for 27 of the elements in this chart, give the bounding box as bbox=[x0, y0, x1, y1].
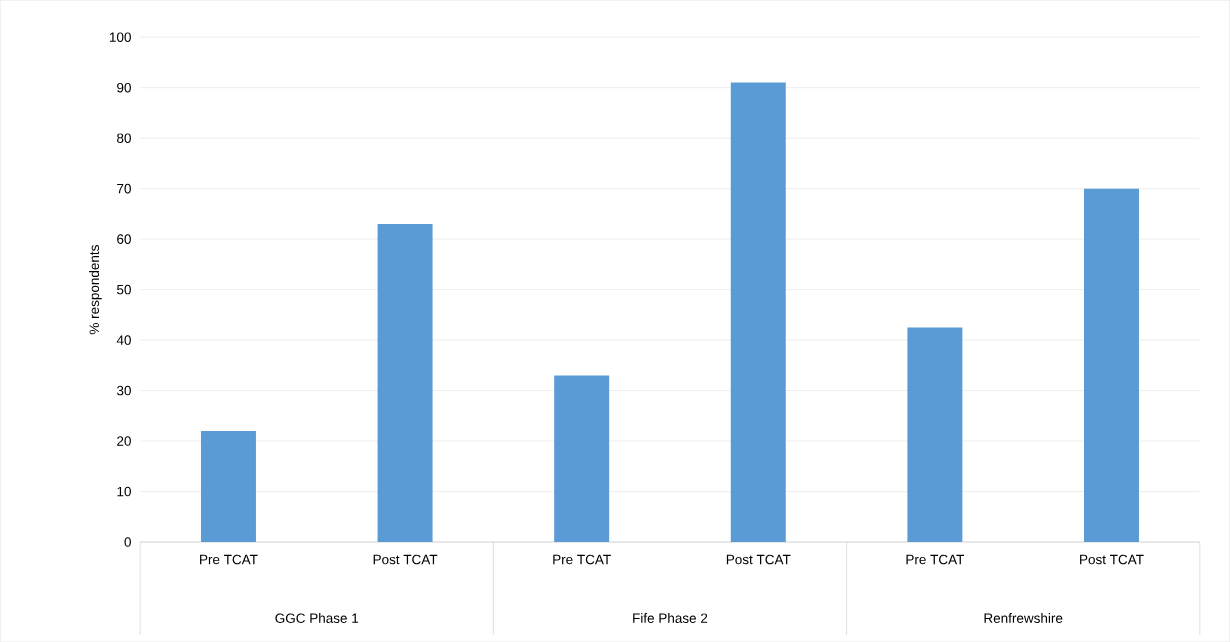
text: Renfrewshire bbox=[984, 612, 1063, 623]
x-tick-label: Post TCAT bbox=[373, 554, 438, 565]
y-tick-label: 80 bbox=[117, 133, 131, 143]
bar bbox=[200, 430, 256, 542]
y-tick-label: 10 bbox=[117, 486, 131, 497]
bar bbox=[554, 375, 610, 542]
bar bbox=[1083, 188, 1139, 542]
bar bbox=[377, 223, 433, 542]
y-tick-label: 0 bbox=[124, 537, 131, 547]
y-tick-label: 70 bbox=[117, 183, 131, 194]
y-axis-title: % respondents bbox=[89, 245, 102, 335]
y-tick-label: 100 bbox=[109, 32, 131, 42]
x-tick-label: Post TCAT bbox=[726, 554, 791, 565]
x-tick-label: Pre TCAT bbox=[553, 554, 611, 565]
bar bbox=[907, 327, 963, 542]
x-tick-label: Pre TCAT bbox=[200, 554, 258, 565]
y-tick-label: 30 bbox=[116, 385, 131, 396]
text: GGC Phase 1 bbox=[275, 612, 359, 623]
y-tick-label: 40 bbox=[116, 335, 131, 345]
y-tick-label: 50 bbox=[117, 284, 131, 295]
x-tick-label: Post TCAT bbox=[1080, 554, 1144, 565]
y-tick-label: 20 bbox=[117, 436, 131, 446]
bar bbox=[730, 82, 786, 542]
y-tick-label: 60 bbox=[117, 234, 131, 244]
text: Fife Phase 2 bbox=[633, 612, 708, 623]
x-tick-label: Pre TCAT bbox=[906, 554, 965, 565]
y-tick-label: 90 bbox=[117, 82, 131, 93]
